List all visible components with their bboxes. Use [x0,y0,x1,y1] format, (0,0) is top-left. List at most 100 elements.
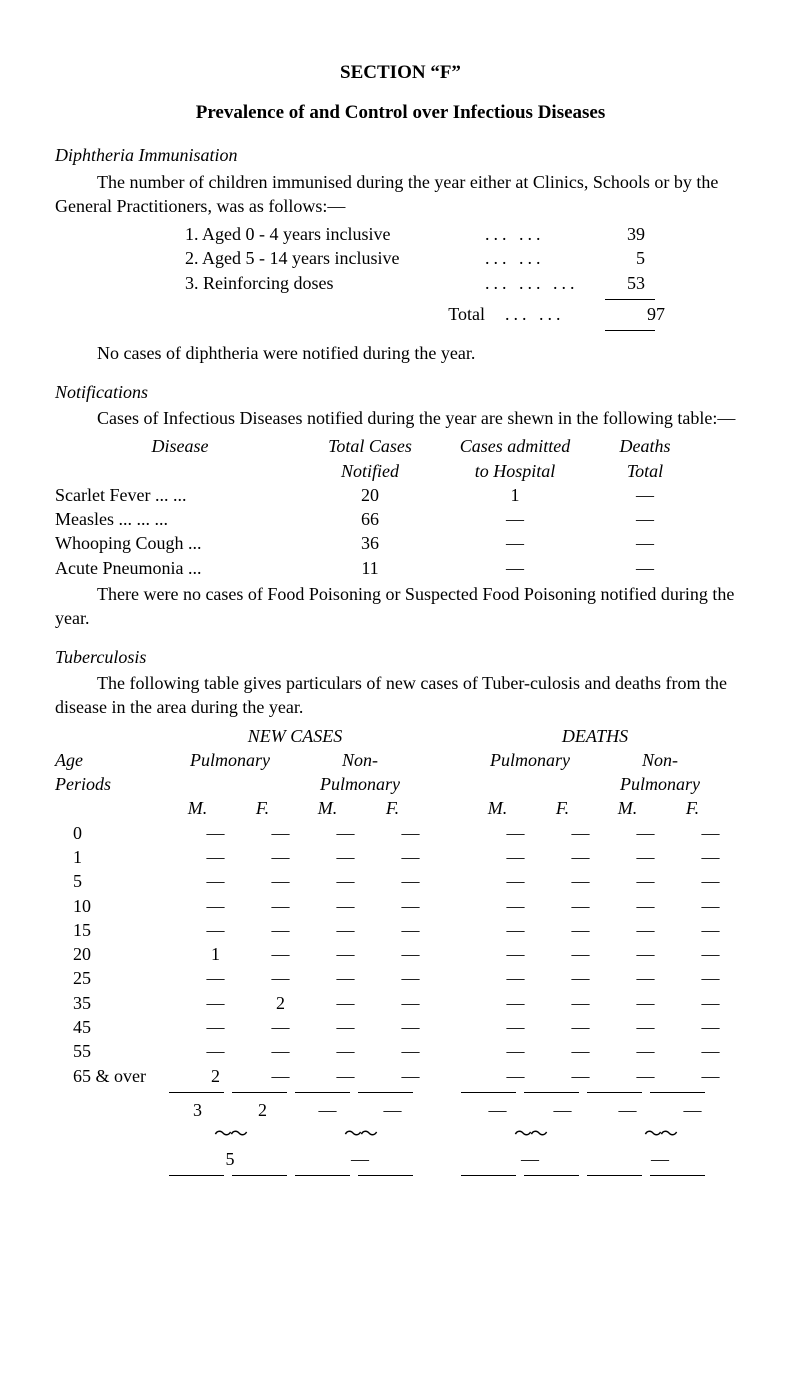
tilde-icon: 〜〜 [595,1122,725,1146]
cell: — [483,942,548,966]
tilde-icon: 〜〜 [465,1122,595,1146]
cell: — [595,1098,660,1122]
cell: — [483,966,548,990]
cell: — [595,507,695,531]
cell: — [183,991,248,1015]
cell: — [183,894,248,918]
cell: — [483,918,548,942]
cell: — [548,894,613,918]
diphtheria-no-cases: No cases of diphtheria were notified dur… [55,341,746,365]
cell: — [613,894,678,918]
rule [605,330,655,331]
cell: — [548,1015,613,1039]
cell: 66 [305,507,435,531]
table-header-2: Notified to Hospital Total [55,459,746,483]
m-label: M. [595,796,660,820]
cell: 3 [165,1098,230,1122]
cell: — [313,991,378,1015]
cell: — [678,845,743,869]
cell: — [248,821,313,845]
disease-name: Acute Pneumonia ... [55,556,305,580]
list-dots: ... ... [485,222,585,246]
total-row: Total ... ... 97 [185,302,746,326]
cell: — [435,507,595,531]
grand-c: — [595,1147,725,1171]
age-label: Age [55,748,165,772]
cell: 1 [435,483,595,507]
cell: — [248,845,313,869]
table-header: Disease Total Cases Cases admitted Death… [55,434,746,458]
non-label: Non- [295,748,425,772]
cell: — [183,845,248,869]
col-total: Total [595,459,695,483]
cell: — [183,918,248,942]
tb-subtotal-row: 3 2 — — — — — — [55,1098,746,1122]
notifications-heading: Notifications [55,380,746,404]
cell: — [378,942,443,966]
cell: — [678,991,743,1015]
list-label: 3. Reinforcing doses [185,271,485,295]
cell: — [435,531,595,555]
cell: — [248,942,313,966]
tilde-icon: 〜〜 [165,1122,295,1146]
rule [605,299,655,300]
new-cases-label: NEW CASES [165,724,425,748]
cell: — [248,1039,313,1063]
cell: — [483,869,548,893]
list-label: 1. Aged 0 - 4 years inclusive [185,222,485,246]
cell: — [483,845,548,869]
cell: — [435,556,595,580]
table-row: Acute Pneumonia ... 11 — — [55,556,746,580]
cell: — [248,869,313,893]
cell: 2 [248,991,313,1015]
cell: — [678,821,743,845]
notifications-table: Disease Total Cases Cases admitted Death… [55,434,746,580]
table-row: 35—2—————— [55,991,746,1015]
tb-table: NEW CASES DEATHS Age Pulmonary Non- Pulm… [55,724,746,1181]
cell: — [378,918,443,942]
cell: — [483,894,548,918]
age-cell: 25 [55,966,183,990]
col-admitted: Cases admitted [435,434,595,458]
cell: — [378,845,443,869]
list-dots: ... ... [485,246,585,270]
age-cell: 1 [55,845,183,869]
cell: — [548,1039,613,1063]
list-item: 3. Reinforcing doses ... ... ... 53 [185,271,746,295]
grand-left: 5 [165,1147,295,1171]
list-item: 1. Aged 0 - 4 years inclusive ... ... 39 [185,222,746,246]
cell: — [613,845,678,869]
cell: — [483,1064,548,1088]
tb-super-header: NEW CASES DEATHS [55,724,746,748]
list-value: 39 [585,222,645,246]
f-label: F. [230,796,295,820]
cell: — [548,942,613,966]
disease-name: Scarlet Fever ... ... [55,483,305,507]
f-label: F. [360,796,425,820]
tb-heading: Tuberculosis [55,645,746,669]
age-cell: 65 & over [55,1064,183,1088]
cell: — [678,966,743,990]
cell: 11 [305,556,435,580]
cell: — [678,942,743,966]
cell: — [678,1039,743,1063]
cell: — [678,869,743,893]
table-row: 201——————— [55,942,746,966]
age-cell: 15 [55,918,183,942]
cell: — [483,821,548,845]
cell: — [613,918,678,942]
list-value: 5 [585,246,645,270]
f-label: F. [660,796,725,820]
cell: — [248,894,313,918]
table-row: 25———————— [55,966,746,990]
cell: — [660,1098,725,1122]
cell: — [548,918,613,942]
cell: — [613,1039,678,1063]
cell: — [295,1098,360,1122]
cell: — [248,1064,313,1088]
cell: — [183,869,248,893]
non-label: Non- [595,748,725,772]
notifications-tail: There were no cases of Food Poisoning or… [55,582,746,631]
cell: — [678,918,743,942]
cell: — [313,894,378,918]
